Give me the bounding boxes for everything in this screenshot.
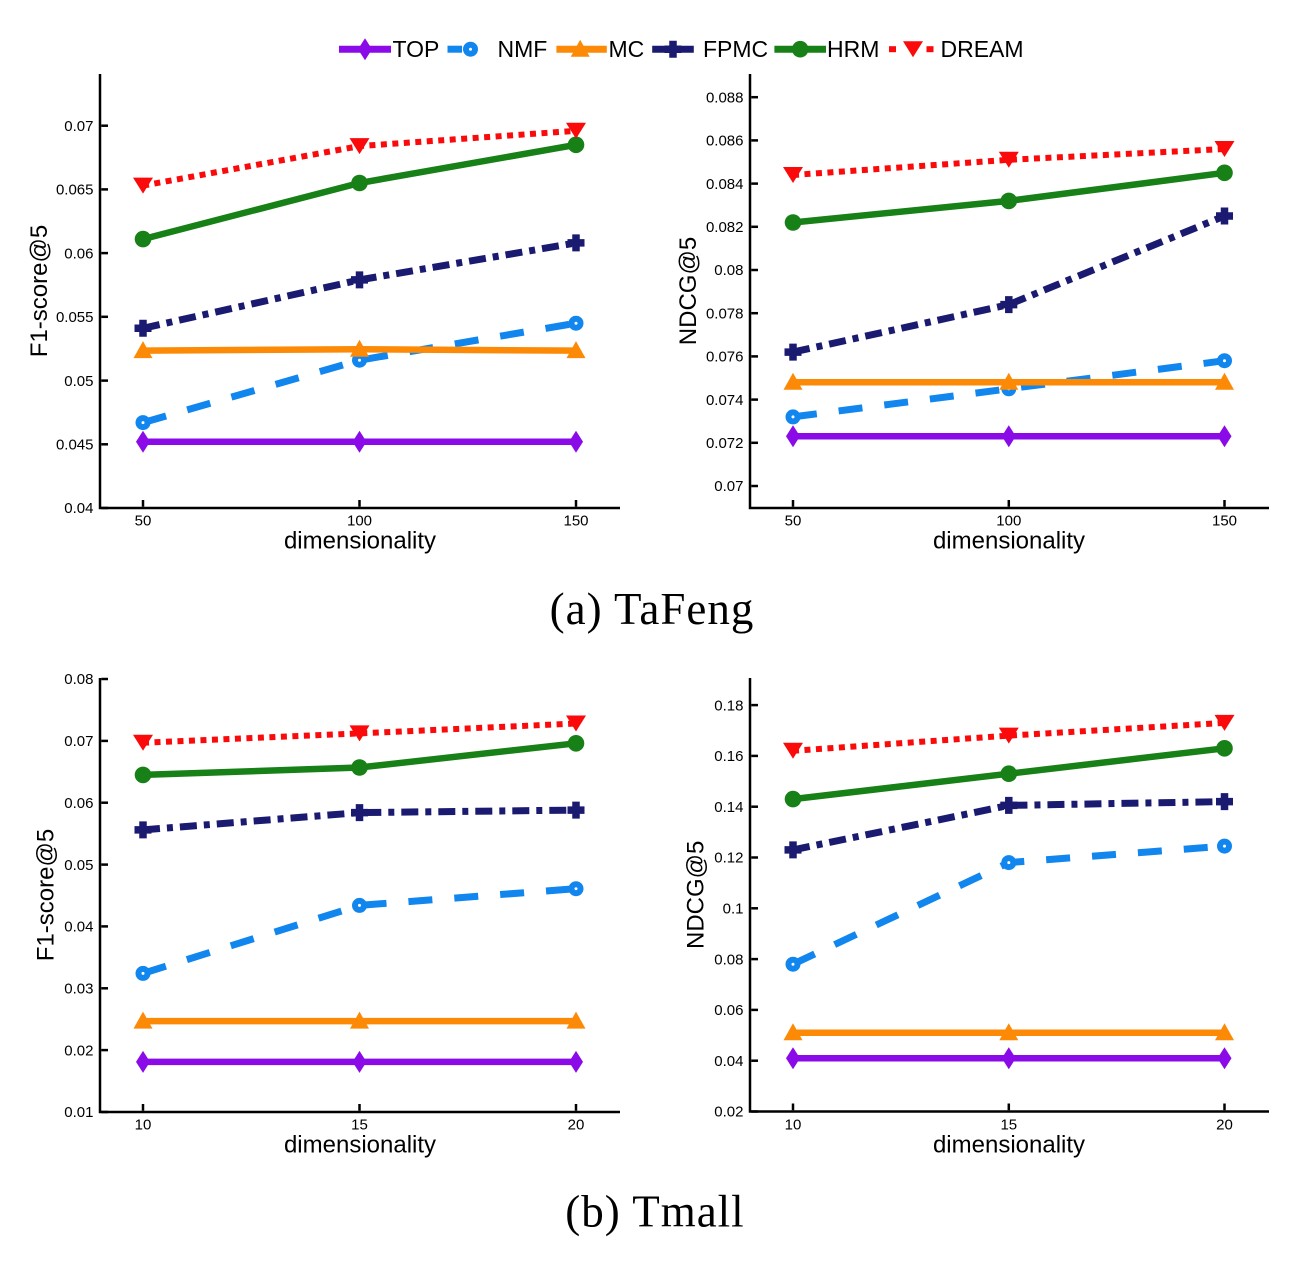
svg-text:0.06: 0.06 — [714, 1002, 743, 1019]
svg-text:dimensionality: dimensionality — [933, 1132, 1085, 1159]
svg-text:NDCG@5: NDCG@5 — [683, 841, 710, 949]
svg-text:150: 150 — [1212, 513, 1237, 530]
svg-text:0.06: 0.06 — [64, 795, 93, 812]
svg-text:10: 10 — [135, 1117, 152, 1134]
svg-text:0.074: 0.074 — [706, 392, 744, 409]
svg-text:10: 10 — [785, 1117, 802, 1134]
svg-text:0.065: 0.065 — [56, 182, 94, 199]
svg-text:100: 100 — [996, 513, 1021, 530]
svg-text:0.06: 0.06 — [64, 245, 93, 262]
svg-text:HRM: HRM — [827, 36, 879, 62]
svg-text:0.045: 0.045 — [56, 437, 94, 454]
svg-text:0.082: 0.082 — [706, 219, 744, 236]
svg-text:(b) Tmall: (b) Tmall — [565, 1187, 744, 1237]
svg-text:20: 20 — [568, 1117, 585, 1134]
svg-text:0.072: 0.072 — [706, 435, 744, 452]
svg-text:0.08: 0.08 — [714, 951, 743, 968]
svg-text:0.03: 0.03 — [64, 981, 93, 998]
svg-text:0.084: 0.084 — [706, 176, 744, 193]
svg-text:dimensionality: dimensionality — [284, 1132, 436, 1159]
svg-text:15: 15 — [351, 1117, 368, 1134]
svg-text:0.12: 0.12 — [714, 850, 743, 867]
svg-text:F1-score@5: F1-score@5 — [33, 829, 60, 961]
svg-text:(a) TaFeng: (a) TaFeng — [550, 584, 755, 634]
svg-text:0.01: 0.01 — [64, 1104, 93, 1121]
svg-text:0.16: 0.16 — [714, 748, 743, 765]
svg-text:dimensionality: dimensionality — [933, 528, 1085, 555]
svg-text:50: 50 — [785, 513, 802, 530]
svg-text:dimensionality: dimensionality — [284, 528, 436, 555]
svg-text:NMF: NMF — [498, 36, 548, 62]
svg-text:15: 15 — [1000, 1117, 1017, 1134]
svg-text:0.18: 0.18 — [714, 697, 743, 714]
svg-text:0.08: 0.08 — [64, 671, 93, 688]
svg-text:0.02: 0.02 — [714, 1104, 743, 1121]
svg-text:100: 100 — [347, 513, 372, 530]
svg-text:0.05: 0.05 — [64, 373, 93, 390]
svg-text:0.076: 0.076 — [706, 349, 744, 366]
svg-text:0.055: 0.055 — [56, 309, 94, 326]
svg-text:0.04: 0.04 — [714, 1053, 743, 1070]
svg-text:MC: MC — [609, 36, 645, 62]
svg-text:0.04: 0.04 — [64, 919, 93, 936]
svg-text:0.07: 0.07 — [64, 733, 93, 750]
svg-text:DREAM: DREAM — [941, 36, 1024, 62]
svg-text:0.07: 0.07 — [64, 118, 93, 135]
svg-text:0.1: 0.1 — [723, 901, 744, 918]
svg-text:150: 150 — [563, 513, 588, 530]
svg-text:0.05: 0.05 — [64, 857, 93, 874]
svg-text:0.14: 0.14 — [714, 799, 743, 816]
svg-text:FPMC: FPMC — [703, 36, 768, 62]
svg-text:0.086: 0.086 — [706, 133, 744, 150]
svg-text:0.07: 0.07 — [714, 478, 743, 495]
svg-text:0.08: 0.08 — [714, 262, 743, 279]
svg-text:F1-score@5: F1-score@5 — [26, 225, 53, 357]
svg-text:TOP: TOP — [393, 36, 440, 62]
svg-text:20: 20 — [1216, 1117, 1233, 1134]
svg-text:0.04: 0.04 — [64, 500, 93, 517]
svg-text:0.02: 0.02 — [64, 1042, 93, 1059]
svg-text:0.078: 0.078 — [706, 305, 744, 322]
svg-text:50: 50 — [135, 513, 152, 530]
svg-text:0.088: 0.088 — [706, 89, 744, 106]
svg-text:NDCG@5: NDCG@5 — [675, 237, 702, 345]
